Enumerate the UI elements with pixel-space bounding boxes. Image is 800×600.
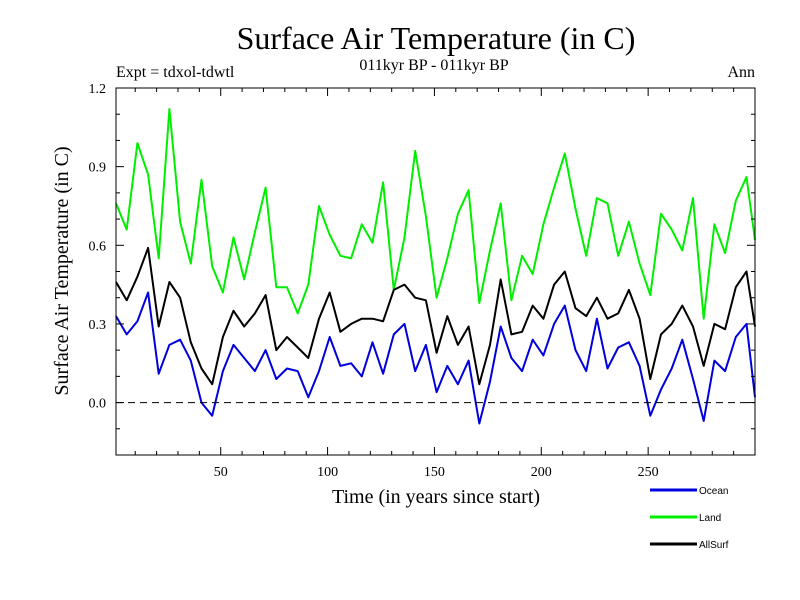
- expt-label: Expt = tdxol-tdwtl: [116, 64, 235, 81]
- x-tick-label: 250: [638, 465, 659, 480]
- season-label: Ann: [727, 64, 755, 81]
- legend-label-land: Land: [699, 513, 721, 524]
- plot-area: 50 100 150 200 250 0.0 0.3 0.6 0.9 1.2: [89, 82, 756, 480]
- y-axis-label: Surface Air Temperature (in C): [51, 146, 73, 395]
- x-axis-label: Time (in years since start): [332, 486, 540, 508]
- series-line-land: [115, 108, 756, 320]
- y-tick-label: 0.3: [89, 318, 107, 333]
- legend-label-allsurf: AllSurf: [699, 540, 729, 551]
- x-tick-label: 100: [317, 465, 338, 480]
- y-tick-label: 0.9: [89, 161, 107, 176]
- series-line-allsurf: [115, 246, 756, 386]
- chart-subtitle: 011kyr BP - 011kyr BP: [359, 57, 508, 74]
- x-tick-label: 200: [531, 465, 552, 480]
- x-tick-label: 150: [424, 465, 445, 480]
- legend: Ocean Land AllSurf: [650, 486, 729, 551]
- y-tick-label: 0.0: [89, 397, 107, 412]
- x-tick-label: 50: [214, 465, 228, 480]
- series-line-ocean: [115, 291, 756, 425]
- chart-title: Surface Air Temperature (in C): [237, 20, 636, 56]
- y-tick-label: 1.2: [89, 82, 107, 97]
- y-tick-label: 0.6: [89, 239, 107, 254]
- legend-label-ocean: Ocean: [699, 486, 728, 497]
